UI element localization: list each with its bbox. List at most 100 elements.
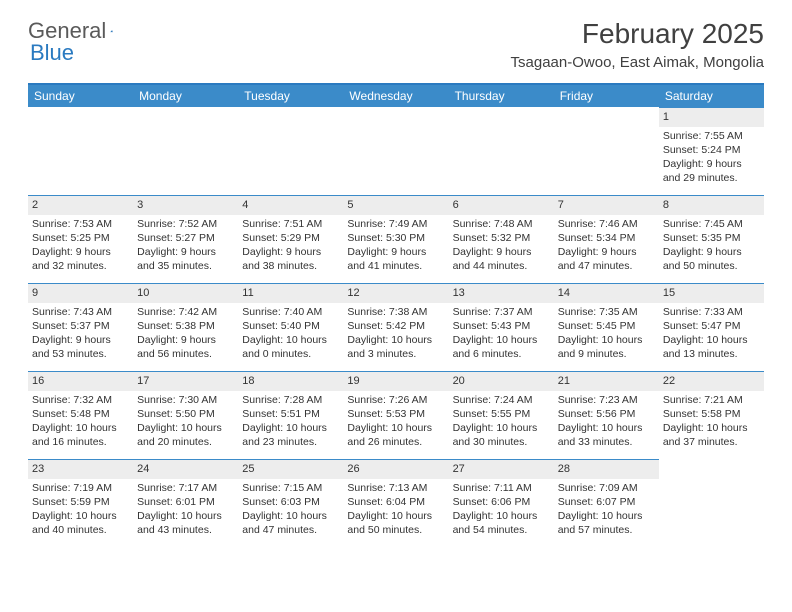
calendar-day-cell: 25Sunrise: 7:15 AMSunset: 6:03 PMDayligh… — [238, 459, 343, 547]
day-number: 17 — [133, 371, 238, 391]
sunrise-text: Sunrise: 7:55 AM — [663, 129, 760, 143]
day-number: 8 — [659, 195, 764, 215]
calendar-day-cell: 27Sunrise: 7:11 AMSunset: 6:06 PMDayligh… — [449, 459, 554, 547]
sunrise-text: Sunrise: 7:33 AM — [663, 305, 760, 319]
day-info: Sunrise: 7:38 AMSunset: 5:42 PMDaylight:… — [343, 303, 448, 366]
calendar-day-cell — [28, 107, 133, 195]
calendar-day-cell: 10Sunrise: 7:42 AMSunset: 5:38 PMDayligh… — [133, 283, 238, 371]
daylight-text: Daylight: 10 hours — [347, 333, 444, 347]
logo-text-2: Blue — [30, 40, 74, 66]
sunrise-text: Sunrise: 7:32 AM — [32, 393, 129, 407]
sunrise-text: Sunrise: 7:17 AM — [137, 481, 234, 495]
daylight-text: and 32 minutes. — [32, 259, 129, 273]
weekday-header: Tuesday — [238, 85, 343, 107]
day-number: 6 — [449, 195, 554, 215]
sunrise-text: Sunrise: 7:48 AM — [453, 217, 550, 231]
day-number: 19 — [343, 371, 448, 391]
sunrise-text: Sunrise: 7:49 AM — [347, 217, 444, 231]
day-info: Sunrise: 7:15 AMSunset: 6:03 PMDaylight:… — [238, 479, 343, 542]
sunrise-text: Sunrise: 7:23 AM — [558, 393, 655, 407]
daylight-text: Daylight: 10 hours — [242, 333, 339, 347]
calendar-day-cell: 15Sunrise: 7:33 AMSunset: 5:47 PMDayligh… — [659, 283, 764, 371]
daylight-text: Daylight: 10 hours — [32, 421, 129, 435]
daylight-text: Daylight: 9 hours — [137, 333, 234, 347]
sunset-text: Sunset: 5:42 PM — [347, 319, 444, 333]
daylight-text: and 41 minutes. — [347, 259, 444, 273]
daylight-text: Daylight: 10 hours — [137, 421, 234, 435]
daylight-text: and 29 minutes. — [663, 171, 760, 185]
day-info: Sunrise: 7:45 AMSunset: 5:35 PMDaylight:… — [659, 215, 764, 278]
calendar-week-row: 23Sunrise: 7:19 AMSunset: 5:59 PMDayligh… — [28, 459, 764, 547]
calendar-day-cell: 7Sunrise: 7:46 AMSunset: 5:34 PMDaylight… — [554, 195, 659, 283]
day-info: Sunrise: 7:46 AMSunset: 5:34 PMDaylight:… — [554, 215, 659, 278]
calendar-week-row: 2Sunrise: 7:53 AMSunset: 5:25 PMDaylight… — [28, 195, 764, 283]
calendar-day-cell: 11Sunrise: 7:40 AMSunset: 5:40 PMDayligh… — [238, 283, 343, 371]
sunset-text: Sunset: 5:53 PM — [347, 407, 444, 421]
day-number: 15 — [659, 283, 764, 303]
sunrise-text: Sunrise: 7:28 AM — [242, 393, 339, 407]
calendar-day-cell — [659, 459, 764, 547]
calendar-day-cell: 16Sunrise: 7:32 AMSunset: 5:48 PMDayligh… — [28, 371, 133, 459]
calendar-day-cell: 2Sunrise: 7:53 AMSunset: 5:25 PMDaylight… — [28, 195, 133, 283]
sunrise-text: Sunrise: 7:45 AM — [663, 217, 760, 231]
weekday-header: Thursday — [449, 85, 554, 107]
month-title: February 2025 — [511, 18, 764, 50]
daylight-text: and 44 minutes. — [453, 259, 550, 273]
day-info: Sunrise: 7:33 AMSunset: 5:47 PMDaylight:… — [659, 303, 764, 366]
day-info: Sunrise: 7:13 AMSunset: 6:04 PMDaylight:… — [343, 479, 448, 542]
daylight-text: and 33 minutes. — [558, 435, 655, 449]
sunset-text: Sunset: 5:55 PM — [453, 407, 550, 421]
calendar-week-row: 16Sunrise: 7:32 AMSunset: 5:48 PMDayligh… — [28, 371, 764, 459]
daylight-text: and 13 minutes. — [663, 347, 760, 361]
day-number: 4 — [238, 195, 343, 215]
calendar-day-cell — [343, 107, 448, 195]
calendar-day-cell: 6 Sunrise: 7:48 AMSunset: 5:32 PMDaylight… — [449, 195, 554, 283]
weekday-header: Monday — [133, 85, 238, 107]
calendar-day-cell: 26Sunrise: 7:13 AMSunset: 6:04 PMDayligh… — [343, 459, 448, 547]
sunset-text: Sunset: 5:51 PM — [242, 407, 339, 421]
day-number: 2 — [28, 195, 133, 215]
daylight-text: and 23 minutes. — [242, 435, 339, 449]
day-info: Sunrise: 7:32 AMSunset: 5:48 PMDaylight:… — [28, 391, 133, 454]
day-info: Sunrise: 7:35 AMSunset: 5:45 PMDaylight:… — [554, 303, 659, 366]
daylight-text: Daylight: 10 hours — [137, 509, 234, 523]
sunrise-text: Sunrise: 7:37 AM — [453, 305, 550, 319]
sunrise-text: Sunrise: 7:35 AM — [558, 305, 655, 319]
logo-sail-icon — [110, 22, 113, 40]
calendar-day-cell — [449, 107, 554, 195]
day-number: 10 — [133, 283, 238, 303]
sunset-text: Sunset: 5:32 PM — [453, 231, 550, 245]
daylight-text: Daylight: 10 hours — [347, 421, 444, 435]
day-info: Sunrise: 7:37 AMSunset: 5:43 PMDaylight:… — [449, 303, 554, 366]
calendar-day-cell: 23Sunrise: 7:19 AMSunset: 5:59 PMDayligh… — [28, 459, 133, 547]
location: Tsagaan-Owoo, East Aimak, Mongolia — [511, 54, 764, 71]
sunset-text: Sunset: 5:50 PM — [137, 407, 234, 421]
day-number: 3 — [133, 195, 238, 215]
daylight-text: Daylight: 9 hours — [663, 245, 760, 259]
sunset-text: Sunset: 5:30 PM — [347, 231, 444, 245]
daylight-text: Daylight: 10 hours — [663, 421, 760, 435]
daylight-text: Daylight: 10 hours — [558, 333, 655, 347]
day-number: 26 — [343, 459, 448, 479]
day-info: Sunrise: 7:28 AMSunset: 5:51 PMDaylight:… — [238, 391, 343, 454]
day-number: 18 — [238, 371, 343, 391]
daylight-text: and 38 minutes. — [242, 259, 339, 273]
daylight-text: and 0 minutes. — [242, 347, 339, 361]
daylight-text: and 53 minutes. — [32, 347, 129, 361]
calendar-week-row: 9Sunrise: 7:43 AMSunset: 5:37 PMDaylight… — [28, 283, 764, 371]
calendar-day-cell: 24Sunrise: 7:17 AMSunset: 6:01 PMDayligh… — [133, 459, 238, 547]
day-info: Sunrise: 7:43 AMSunset: 5:37 PMDaylight:… — [28, 303, 133, 366]
day-number: 22 — [659, 371, 764, 391]
daylight-text: Daylight: 9 hours — [453, 245, 550, 259]
sunrise-text: Sunrise: 7:15 AM — [242, 481, 339, 495]
sunset-text: Sunset: 5:34 PM — [558, 231, 655, 245]
calendar-day-cell: 18Sunrise: 7:28 AMSunset: 5:51 PMDayligh… — [238, 371, 343, 459]
calendar-day-cell: 12Sunrise: 7:38 AMSunset: 5:42 PMDayligh… — [343, 283, 448, 371]
calendar-day-cell: 5Sunrise: 7:49 AMSunset: 5:30 PMDaylight… — [343, 195, 448, 283]
daylight-text: Daylight: 10 hours — [663, 333, 760, 347]
day-info: Sunrise: 7:55 AMSunset: 5:24 PMDaylight:… — [659, 127, 764, 190]
day-info: Sunrise: 7:42 AMSunset: 5:38 PMDaylight:… — [133, 303, 238, 366]
calendar-table: SundayMondayTuesdayWednesdayThursdayFrid… — [28, 85, 764, 547]
sunrise-text: Sunrise: 7:42 AM — [137, 305, 234, 319]
calendar-head: SundayMondayTuesdayWednesdayThursdayFrid… — [28, 85, 764, 107]
